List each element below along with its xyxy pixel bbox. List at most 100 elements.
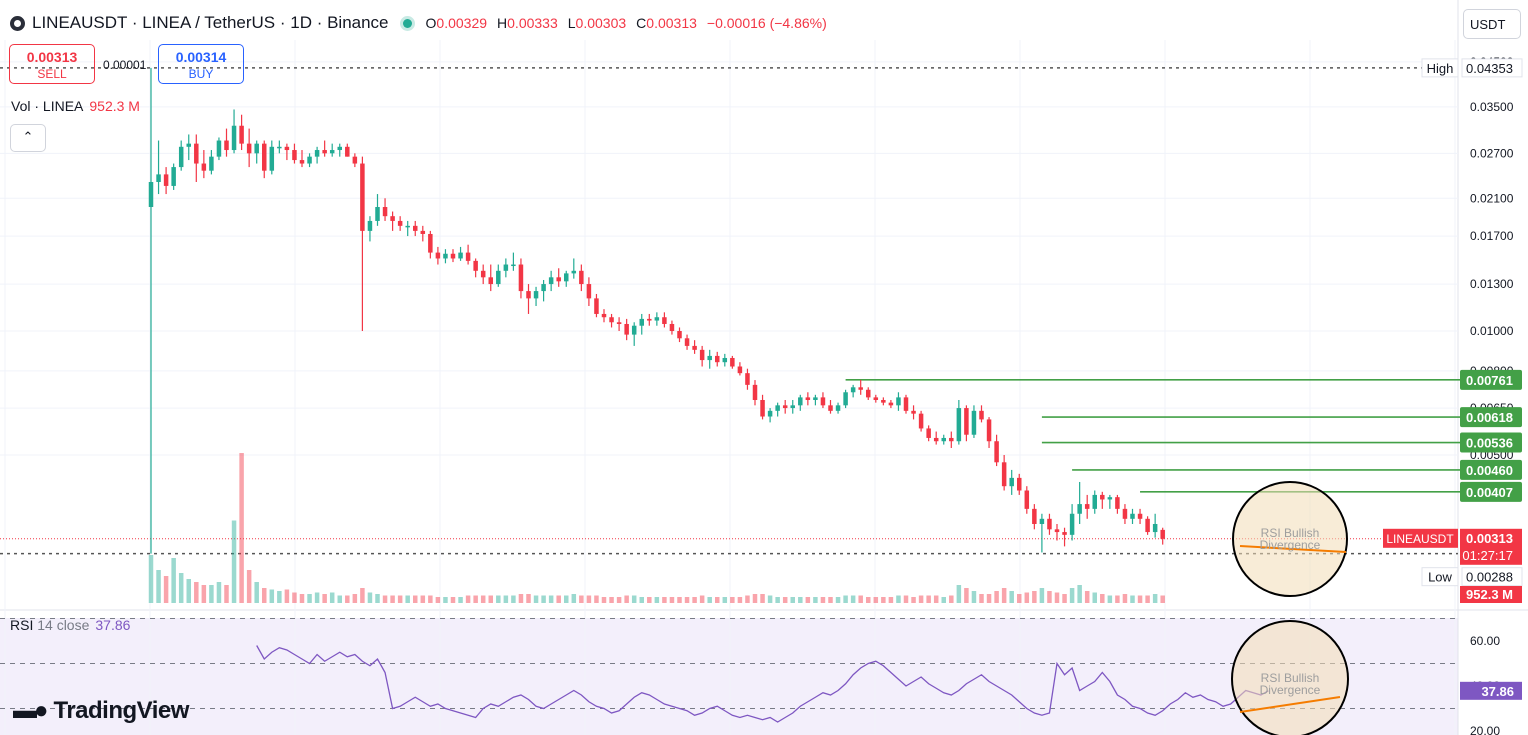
- volume-bar: [1092, 592, 1097, 603]
- candle-body: [835, 405, 841, 411]
- candle-body: [609, 317, 614, 323]
- volume-bar: [262, 588, 267, 603]
- volume-bar: [654, 597, 660, 603]
- candle-body: [390, 216, 395, 221]
- volume-bar: [337, 595, 342, 603]
- volume-bar: [488, 595, 493, 603]
- volume-bar: [322, 594, 327, 603]
- open-label: O: [425, 15, 437, 31]
- collapse-legend-button[interactable]: ⌃: [10, 124, 46, 152]
- rsi-tick-label: 20.00: [1470, 724, 1500, 735]
- volume-bar: [979, 594, 984, 603]
- candle-body: [345, 146, 350, 157]
- volume-bar: [277, 591, 282, 603]
- volume-bar: [239, 453, 244, 603]
- volume-bar: [254, 582, 259, 603]
- volume-legend-value: 952.3 M: [89, 98, 140, 114]
- symbol-tag-text: LINEAUSDT: [1386, 532, 1454, 546]
- candle-body: [745, 373, 750, 385]
- candle-body: [873, 397, 879, 400]
- spread-value: 0.00001: [103, 58, 147, 72]
- volume-bar: [1107, 595, 1113, 603]
- candle-body: [382, 207, 388, 217]
- volume-bar: [631, 595, 637, 603]
- candle-body: [496, 270, 501, 285]
- tradingview-watermark[interactable]: ▬● TradingView: [13, 697, 189, 725]
- chevron-up-icon: ⌃: [22, 129, 34, 144]
- candle-body: [541, 284, 546, 292]
- candle-body: [352, 156, 358, 164]
- candle-body: [405, 225, 410, 228]
- close-value: 0.00313: [646, 15, 697, 31]
- volume-bar: [964, 588, 969, 603]
- candle-body: [926, 428, 931, 438]
- candle-body: [722, 357, 728, 363]
- volume-bar: [480, 595, 486, 603]
- high-label: High: [1427, 61, 1454, 76]
- volume-bar: [541, 595, 546, 603]
- countdown-text: 01:27:17: [1462, 548, 1513, 563]
- candle-body: [473, 260, 478, 271]
- volume-bar: [888, 597, 894, 603]
- candle-body: [601, 313, 607, 318]
- candle-body: [548, 277, 554, 285]
- volume-bar: [881, 597, 886, 603]
- high-value-box: [1461, 58, 1523, 78]
- high-label: H: [497, 15, 508, 31]
- candle-body: [1047, 518, 1052, 530]
- price-tick-label: 0.02700: [1470, 146, 1514, 160]
- volume-bar: [178, 573, 184, 603]
- candle-body: [699, 349, 705, 361]
- candle-body: [1001, 462, 1007, 487]
- currency-button[interactable]: USDT: [1463, 9, 1521, 39]
- volume-bar: [601, 597, 607, 603]
- candle-body: [480, 270, 486, 278]
- candle-body: [949, 437, 954, 442]
- buy-button[interactable]: 0.00314 BUY: [158, 44, 244, 84]
- candle-body: [737, 366, 743, 374]
- volume-bar: [820, 597, 826, 603]
- volume-bar: [782, 597, 788, 603]
- volume-bar: [1130, 595, 1135, 603]
- price-tick-label: 0.01000: [1470, 324, 1514, 338]
- volume-bar: [345, 595, 350, 603]
- level-value-text: 0.00761: [1466, 373, 1513, 388]
- candle-body: [767, 410, 773, 417]
- candle-body: [186, 143, 191, 147]
- volume-tag-text: 952.3 M: [1466, 587, 1513, 602]
- candle-body: [911, 410, 916, 414]
- rsi-legend[interactable]: RSI 14 close 37.86: [10, 617, 130, 633]
- volume-tag: [1460, 586, 1522, 603]
- candle-body: [903, 397, 909, 411]
- volume-bar: [1100, 594, 1105, 603]
- low-value: 0.00303: [575, 15, 627, 31]
- volume-bar: [843, 595, 848, 603]
- volume-bar: [579, 595, 584, 603]
- volume-bar: [435, 597, 441, 603]
- volume-bar: [752, 594, 758, 603]
- candle-body: [194, 143, 199, 164]
- sell-button[interactable]: 0.00313 SELL: [9, 44, 95, 84]
- volume-bar: [1152, 594, 1158, 603]
- candle-body: [843, 392, 848, 406]
- candles: [148, 67, 1165, 554]
- volume-bar: [299, 594, 305, 603]
- volume-legend[interactable]: Vol · LINEA 952.3 M: [11, 98, 140, 114]
- volume-bar: [314, 592, 320, 603]
- low-value-box: [1461, 567, 1523, 587]
- volume-bar: [360, 588, 365, 603]
- candle-body: [790, 405, 795, 409]
- volume-bar: [224, 585, 229, 603]
- volume-bar: [1001, 588, 1007, 603]
- candle-body: [828, 405, 833, 411]
- volume-bar: [292, 592, 297, 603]
- candle-body: [413, 225, 418, 231]
- candle-body: [518, 264, 524, 292]
- volume-bar: [933, 595, 939, 603]
- price-divergence-line: [1239, 545, 1347, 553]
- watermark-text: TradingView: [53, 697, 190, 724]
- candle-body: [443, 253, 448, 259]
- candle-body: [201, 163, 207, 171]
- volume-bar: [639, 597, 644, 603]
- symbol-title[interactable]: LINEAUSDT · LINEA / TetherUS · 1D · Bina…: [32, 13, 389, 32]
